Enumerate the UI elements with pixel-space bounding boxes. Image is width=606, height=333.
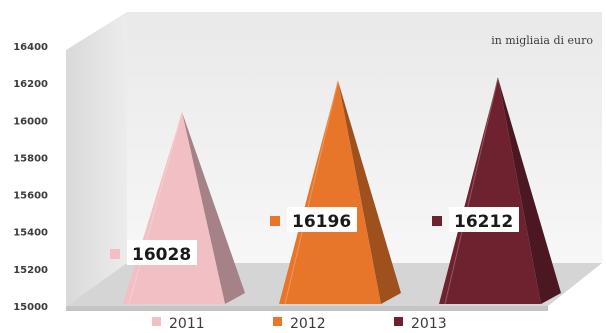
data-label-marker — [432, 216, 442, 226]
y-tick-label: 16000 — [13, 116, 48, 127]
legend-swatch — [152, 317, 161, 326]
y-tick-label: 15200 — [13, 265, 48, 276]
pyramid-bar — [439, 77, 541, 305]
data-label-marker — [110, 249, 120, 259]
data-label: 16212 — [454, 212, 513, 232]
y-tick-label: 15600 — [13, 191, 48, 202]
y-tick-label: 16400 — [13, 42, 48, 53]
data-label-box — [287, 207, 357, 232]
unit-note: in migliaia di euro — [491, 34, 593, 47]
data-label: 16028 — [132, 245, 191, 265]
y-tick-label: 16200 — [13, 79, 48, 90]
pyramid-edge — [444, 77, 499, 305]
data-label-marker — [270, 216, 280, 226]
legend-swatch — [273, 317, 282, 326]
y-tick-label: 15400 — [13, 228, 48, 239]
pyramid-side-face — [338, 80, 401, 304]
y-tick-label: 15000 — [13, 302, 48, 313]
data-label: 16196 — [292, 212, 351, 232]
legend-label: 2013 — [411, 316, 447, 332]
pyramid-bar — [279, 80, 381, 304]
legend-swatch — [394, 317, 403, 326]
legend-label: 2011 — [169, 316, 205, 332]
pyramid-edge — [284, 80, 339, 305]
pyramid-side-face — [182, 112, 245, 304]
legend-label: 2012 — [290, 316, 326, 332]
data-label-box — [449, 207, 519, 232]
pyramid-edge — [128, 111, 183, 305]
y-tick-label: 15800 — [13, 153, 48, 164]
data-label-box — [127, 240, 197, 265]
side-wall — [66, 12, 127, 306]
pyramid-side-face — [498, 77, 561, 305]
floor-front-edge — [66, 306, 548, 311]
